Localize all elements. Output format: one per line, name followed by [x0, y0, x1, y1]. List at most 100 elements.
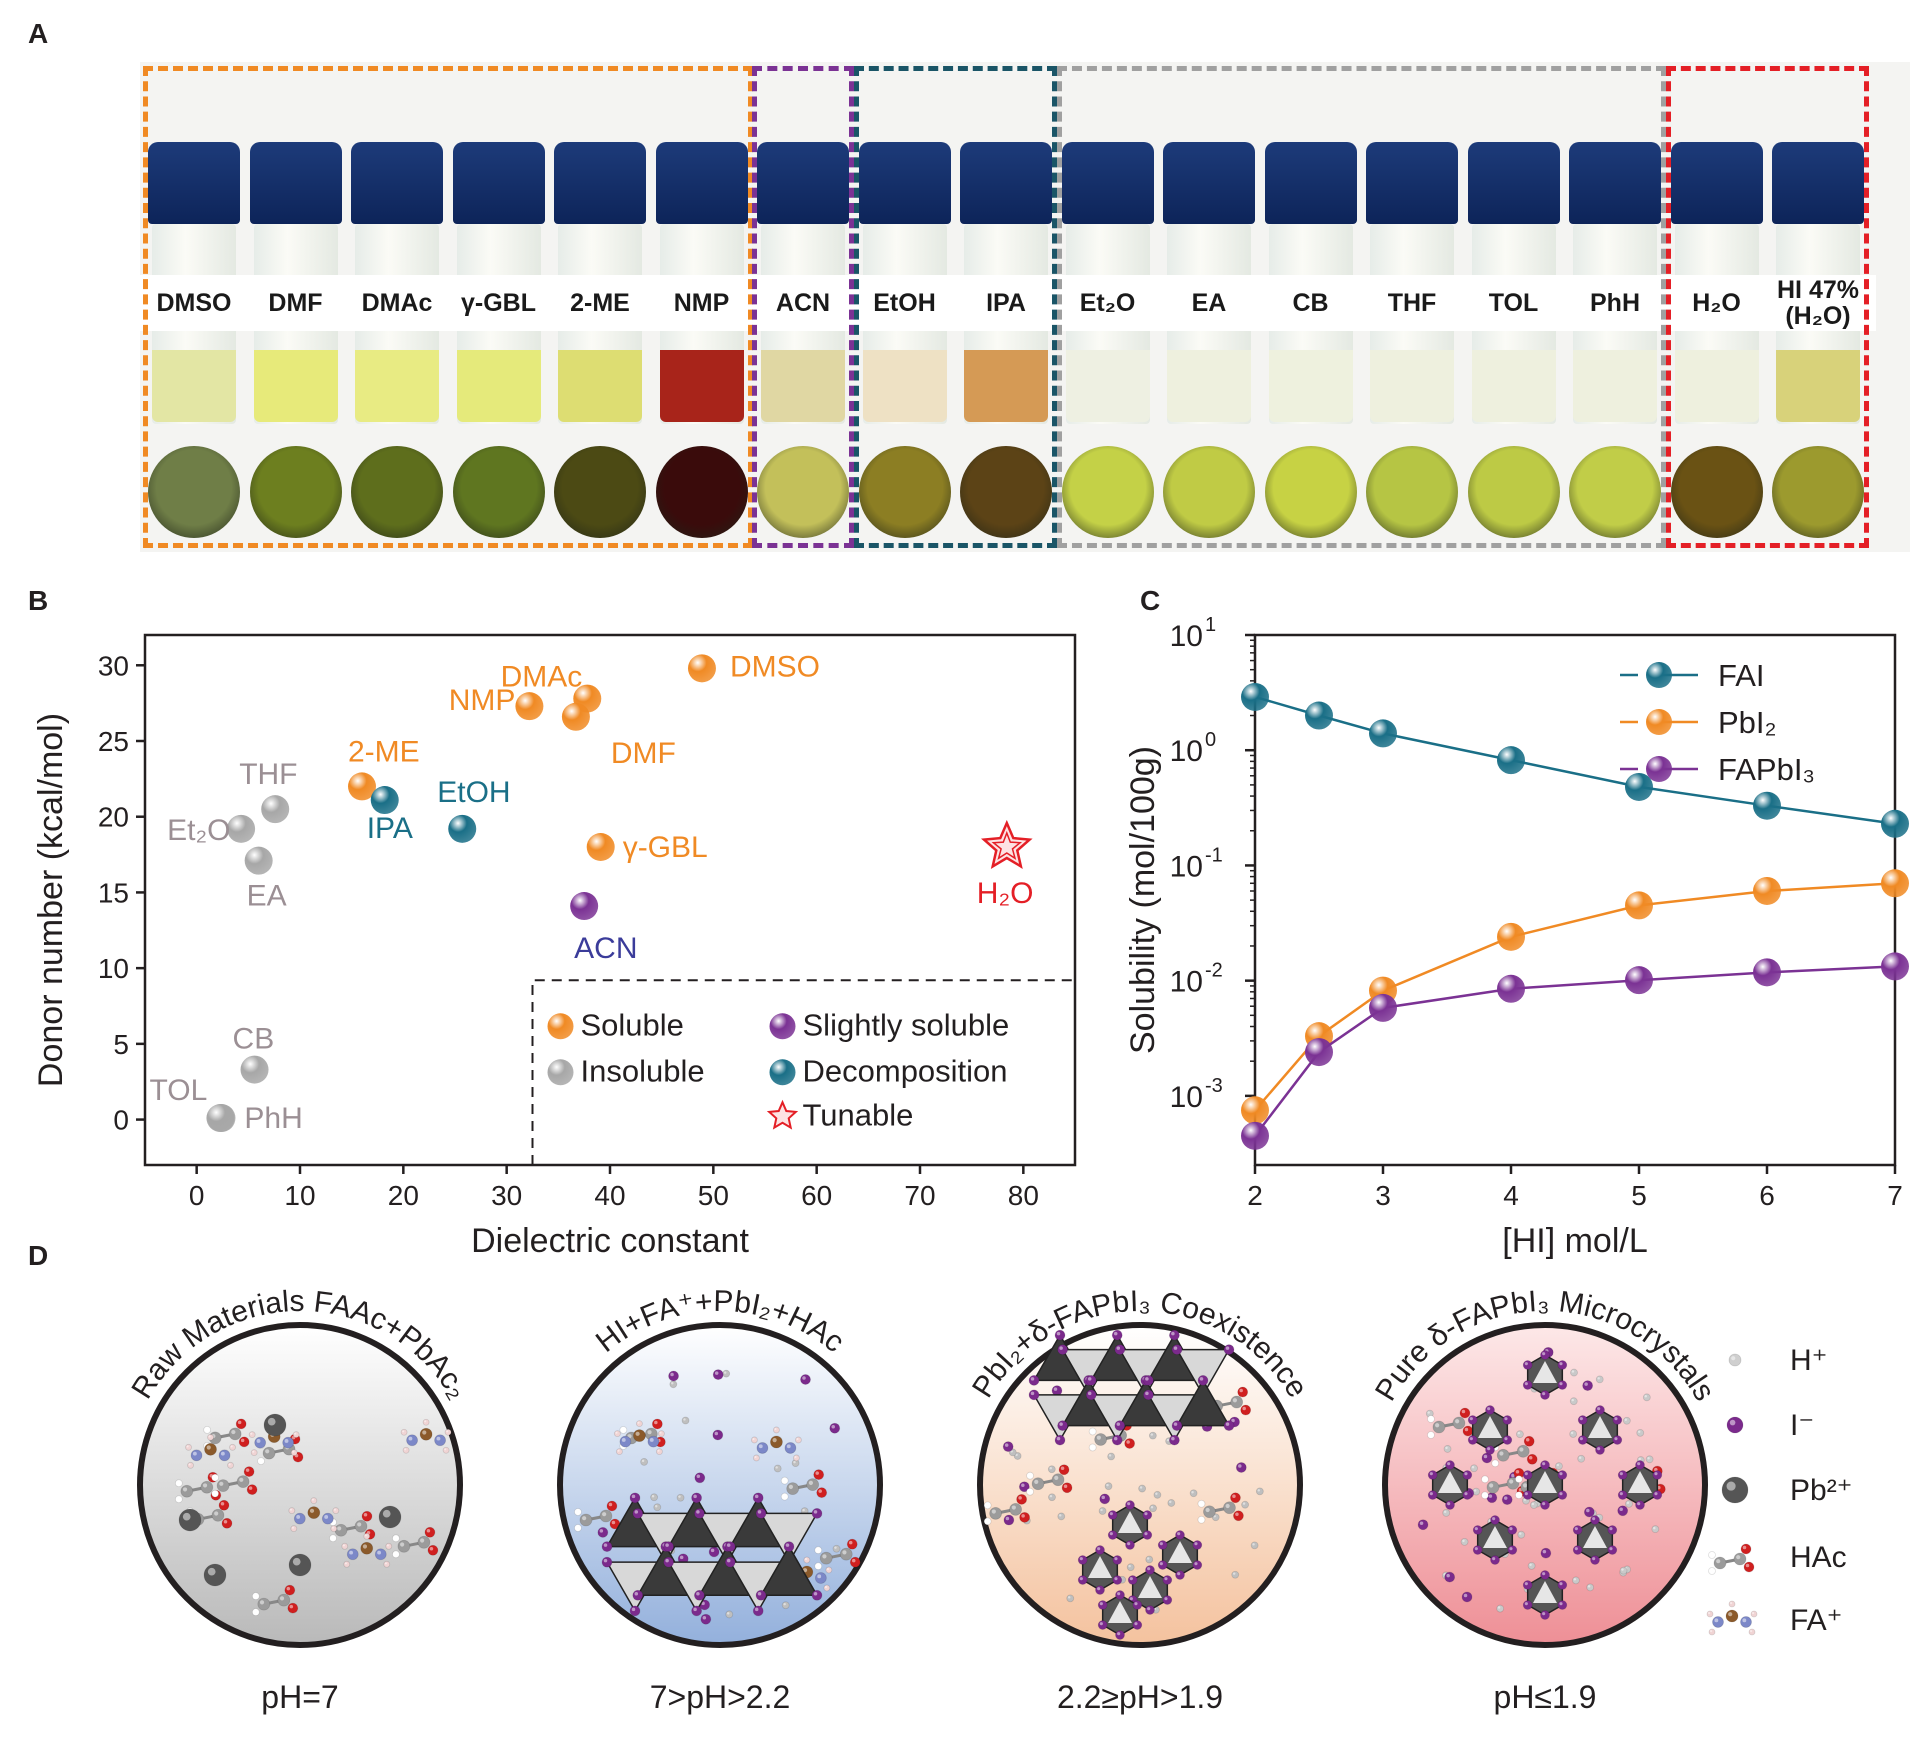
iodide-ion	[632, 1508, 644, 1519]
hac-hydrogen-highlight	[621, 1427, 624, 1431]
hac-carbon-highlight	[1499, 1451, 1504, 1456]
iodide-ion	[1175, 1530, 1185, 1540]
fa-nitrogen-highlight	[1742, 1618, 1747, 1623]
fa-hydrogen	[343, 1560, 351, 1568]
hac-carbon	[1516, 1444, 1530, 1458]
hac-carbon	[1230, 1395, 1244, 1409]
fa-carbon-highlight	[772, 1438, 777, 1443]
vial: γ-GBL	[440, 102, 557, 452]
proton	[1496, 1604, 1505, 1613]
hac-carbon-highlight	[259, 1600, 265, 1605]
vial-cap	[1366, 142, 1458, 224]
proton	[1138, 1484, 1147, 1493]
iodide-ion-highlight	[831, 1424, 835, 1429]
iodide-ion	[1612, 1415, 1623, 1425]
iodide-ion	[1540, 1460, 1550, 1470]
iodide-ion-highlight	[1144, 1512, 1148, 1516]
fa-hydrogen	[187, 1461, 194, 1469]
iodide-ion	[1197, 1374, 1209, 1386]
hac-oxygen-highlight	[1239, 1388, 1243, 1393]
vial-photo: DMSO DMF DMAc γ-GBL 2-ME NMP ACN EtOH IPA Et₂O EA C…	[140, 62, 1910, 552]
y-tick-exponent: 0	[1205, 729, 1216, 751]
iodide-ion	[1132, 1620, 1143, 1630]
hac-hydrogen	[203, 1425, 212, 1434]
y-tick-label: 15	[98, 877, 129, 908]
iodide-ion-highlight	[1134, 1622, 1138, 1626]
vial-label: 2-ME	[542, 275, 658, 331]
point-dmf	[561, 702, 590, 731]
iodide-ion	[1502, 1415, 1513, 1425]
iodide-ion	[1223, 1344, 1235, 1356]
hac-hydrogen	[257, 1457, 265, 1465]
proton-highlight	[683, 1418, 686, 1421]
hac-carbon	[1733, 1552, 1747, 1566]
iodide-ion	[700, 1613, 712, 1625]
vial-cap	[148, 142, 240, 224]
vial-cap	[249, 142, 342, 224]
iodide-ion-highlight	[1134, 1602, 1138, 1606]
iodide-ion-highlight	[1127, 1542, 1131, 1546]
proton-highlight	[1257, 1489, 1261, 1492]
iodide-ion	[1607, 1525, 1618, 1535]
proton	[1153, 1490, 1162, 1499]
vial-bottom-view	[757, 446, 849, 538]
hac-hydrogen-highlight	[258, 1458, 262, 1462]
iodide-ion	[1507, 1545, 1518, 1555]
iodide-ion-highlight	[1559, 1602, 1563, 1606]
hac-carbon	[1094, 1433, 1108, 1446]
iodide-ion-highlight	[1619, 1492, 1623, 1496]
vial-cap	[1163, 142, 1255, 224]
hac-oxygen-highlight	[1742, 1545, 1747, 1550]
proton	[650, 1493, 658, 1502]
iodide-ion	[663, 1556, 674, 1568]
hac-hydrogen-highlight	[1199, 1517, 1202, 1520]
vial-liquid	[964, 350, 1048, 422]
vial-cap	[960, 142, 1052, 224]
hac-carbon	[819, 1551, 833, 1565]
proton	[1057, 1512, 1066, 1521]
iodide-ion-highlight	[1117, 1632, 1121, 1636]
proton-highlight	[1497, 1606, 1501, 1609]
iodide-ion	[1557, 1360, 1568, 1370]
fa-carbon	[1725, 1609, 1739, 1623]
proton	[1515, 1430, 1524, 1439]
fa-hydrogen-highlight	[292, 1450, 295, 1453]
hac-carbon	[579, 1513, 593, 1527]
iodide-ion	[1162, 1595, 1173, 1605]
fa-hydrogen-highlight	[446, 1430, 449, 1433]
iodide-ion-highlight	[1164, 1577, 1168, 1581]
vial-cap	[1264, 142, 1357, 224]
small-octahedron-face	[1118, 1511, 1142, 1533]
hac-oxygen-highlight	[1464, 1427, 1469, 1432]
hac-carbon-highlight	[279, 1596, 285, 1601]
vial: 2-ME	[542, 102, 658, 452]
iodide-ion	[1461, 1591, 1473, 1603]
iodide-ion-highlight	[631, 1494, 636, 1499]
hac-hydrogen	[211, 1473, 219, 1482]
series-point	[1753, 876, 1781, 905]
iodide-ion	[691, 1605, 702, 1617]
iodide-ion	[1115, 1590, 1125, 1600]
fa-hydrogen-highlight	[424, 1420, 427, 1423]
vial-bottom-view	[1163, 446, 1255, 538]
y-tick-label: 20	[98, 802, 129, 833]
hac-hydrogen-highlight	[815, 1563, 819, 1567]
iodide-ion-highlight	[1113, 1436, 1118, 1441]
y-tick-label: 10	[98, 953, 129, 984]
point-label: DMSO	[730, 650, 820, 683]
fa-nitrogen-highlight	[284, 1439, 289, 1443]
iodide-ion-highlight	[710, 1548, 715, 1553]
hac-carbon	[1031, 1477, 1045, 1491]
y-tick-label: 10	[1170, 620, 1203, 653]
iodide-ion	[1114, 1420, 1126, 1432]
proton	[1048, 1493, 1056, 1502]
x-tick-label: 0	[189, 1180, 205, 1211]
fa-nitrogen	[282, 1436, 295, 1449]
point-label: Et₂O	[167, 814, 230, 847]
fa-hydrogen-highlight	[208, 1435, 211, 1438]
proton-highlight	[1647, 1457, 1650, 1460]
hac-hydrogen-highlight	[204, 1427, 208, 1431]
octahedron-face	[1175, 1378, 1231, 1427]
iodide-ion-highlight	[1429, 1492, 1433, 1496]
hac-oxygen-highlight	[1021, 1514, 1025, 1518]
